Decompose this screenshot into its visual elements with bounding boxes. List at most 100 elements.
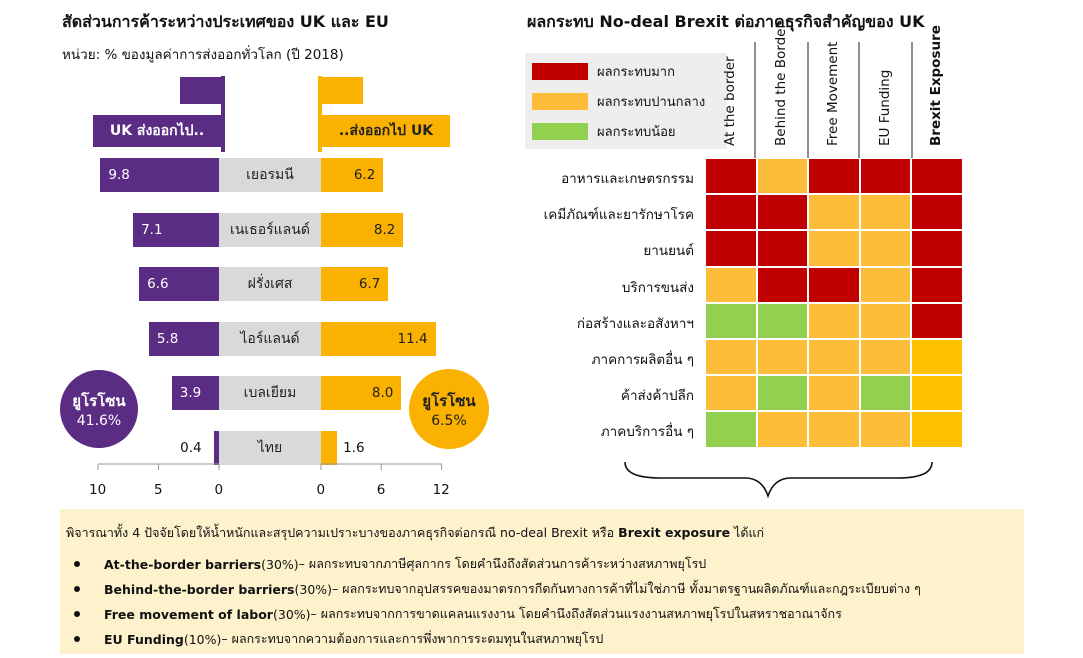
legend-label-high: ผลกระทบมาก (597, 65, 675, 80)
left-chart-unit: หน่วย: % ของมูลค่าการส่งออกทั่วโลก (ปี 2… (62, 47, 344, 63)
uk-export-bar: 9.8 (100, 158, 219, 192)
uk-axis-tick-label: 0 (214, 482, 224, 498)
eu-axis-tick-label: 6 (376, 482, 386, 498)
eu-export-value: 8.0 (371, 385, 394, 401)
eu-flag-pole (318, 76, 322, 152)
heatmap-row-label: ค้าส่งค้าปลีก (620, 388, 694, 405)
heatmap-row-label: ยานยนต์ (643, 243, 694, 260)
heatmap-cell (756, 411, 809, 448)
eu-export-bar: 6.2 (321, 158, 384, 192)
uk-export-bar: 7.1 (133, 213, 219, 247)
right-chart-title: ผลกระทบ No-deal Brexit ต่อภาคธุรกิจสำคัญ… (527, 12, 925, 31)
heatmap-cell (808, 411, 860, 448)
uk-export-bar: 5.8 (148, 322, 219, 356)
legend-item-high: ผลกระทบมาก (532, 61, 675, 82)
heatmap-cell (756, 302, 809, 339)
heatmap-cell (808, 266, 860, 303)
uk-flag-cloth (180, 77, 221, 104)
legend-label-low: ผลกระทบน้อย (597, 125, 676, 140)
heatmap-row-label: ภาคการผลิตอื่น ๆ (591, 352, 694, 368)
heatmap-cell (911, 266, 963, 303)
heatmap-cell (911, 302, 963, 339)
heatmap-cell (756, 158, 809, 195)
heatmap-column-header: Brexit Exposure (928, 25, 945, 146)
uk-export-value: 7.1 (141, 222, 163, 238)
note-bullet: Free movement of labor (30%) – ผลกระทบจา… (74, 604, 842, 624)
heatmap-cell (911, 339, 963, 376)
legend-label-medium: ผลกระทบปานกลาง (597, 95, 706, 110)
heatmap-cell (808, 302, 860, 339)
heatmap-cell (756, 266, 809, 303)
note-intro: พิจารณาทั้ง 4 ปัจจัยโดยให้น้ำหนักและสรุป… (66, 523, 764, 543)
uk-export-value: 9.8 (108, 167, 130, 183)
eu-export-value: 8.2 (373, 222, 396, 238)
eu-export-value: 6.2 (353, 167, 376, 183)
heatmap-cell (859, 411, 912, 448)
uk-export-bar: 3.9 (171, 376, 219, 410)
uk-export-value: 3.9 (179, 385, 202, 401)
eu-export-bar: 6.7 (321, 267, 389, 301)
eu-export-value: 1.6 (343, 440, 365, 456)
heatmap-cell (705, 339, 757, 376)
heatmap-cell (859, 375, 912, 412)
uk-eurozone-value: 41.6% (76, 413, 122, 429)
heatmap-cell (859, 339, 912, 376)
eu-export-value: 6.7 (358, 276, 381, 292)
heatmap-cell (808, 230, 860, 267)
heatmap-cell (911, 230, 963, 267)
heatmap-cell (705, 194, 757, 231)
heatmap-row-label: ก่อสร้างและอสังหาฯ (576, 315, 694, 332)
heatmap-cell (705, 375, 757, 412)
eu-export-bar (321, 431, 338, 465)
legend-swatch-medium (532, 93, 588, 110)
note-intro-text: พิจารณาทั้ง 4 ปัจจัยโดยให้น้ำหนักและสรุป… (66, 525, 619, 540)
legend: ผลกระทบมาก ผลกระทบปานกลาง ผลกระทบน้อย (525, 53, 727, 149)
heatmap-cell (859, 158, 912, 195)
uk-export-header: UK ส่งออกไป.. (93, 115, 221, 147)
eu-export-bar: 11.4 (321, 322, 436, 356)
uk-export-bar: 6.6 (139, 267, 219, 301)
heatmap-cell (705, 266, 757, 303)
heatmap-cell (756, 375, 809, 412)
heatmap-column-header: Free Movement (825, 41, 841, 146)
note-bullet: Behind-the-border barriers (30%) – ผลกระ… (74, 579, 921, 599)
heatmap-row-label: ภาคบริการอื่น ๆ (600, 424, 694, 441)
heatmap-cell (911, 158, 963, 195)
heatmap-cell (859, 230, 912, 267)
heatmap-cell (808, 375, 860, 412)
heatmap-column-header: At the border (721, 56, 738, 146)
note-bullet: At-the-border barriers (30%) – ผลกระทบจา… (74, 554, 706, 574)
heatmap-row-label: เคมีภัณฑ์และยารักษาโรค (543, 207, 694, 224)
uk-eurozone-label: ยูโรโซน (72, 392, 126, 410)
eu-axis-tick-label: 0 (316, 482, 326, 498)
uk-export-value: 0.4 (180, 440, 202, 456)
heatmap-cell (756, 194, 809, 231)
eu-flag-cloth (322, 77, 363, 104)
left-chart-title: สัดส่วนการค้าระหว่างประเทศของ UK และ EU (62, 12, 389, 31)
heatmap-cell (705, 411, 757, 448)
uk-flag-pole (221, 76, 225, 152)
eu-export-bar: 8.2 (321, 213, 404, 247)
heatmap-cell (705, 302, 757, 339)
heatmap-cell (911, 411, 963, 448)
uk-eurozone-circle: ยูโรโซน 41.6% (60, 370, 138, 448)
country-label: ไทย (219, 431, 321, 465)
heatmap-cell (756, 339, 809, 376)
country-label: เยอรมนี (219, 158, 321, 192)
country-label: ฝรั่งเศส (219, 267, 321, 301)
country-label: เบลเยียม (219, 376, 321, 410)
heatmap-column-header: EU Funding (876, 69, 893, 146)
eu-eurozone-label: ยูโรโซน (422, 392, 476, 410)
country-label: ไอร์แลนด์ (219, 322, 321, 356)
heatmap-column-header: Behind the Border (773, 23, 790, 146)
heatmap-cell (756, 230, 809, 267)
uk-export-bar (214, 431, 223, 465)
heatmap-cell (808, 194, 860, 231)
heatmap-cell (808, 339, 860, 376)
heatmap-lines (624, 42, 933, 499)
uk-export-value: 5.8 (156, 331, 179, 347)
heatmap-brace (624, 461, 933, 499)
note-intro-end: ได้แก่ (730, 525, 765, 540)
eu-eurozone-circle: ยูโรโซน 6.5% (409, 369, 489, 449)
heatmap-cell (859, 302, 912, 339)
